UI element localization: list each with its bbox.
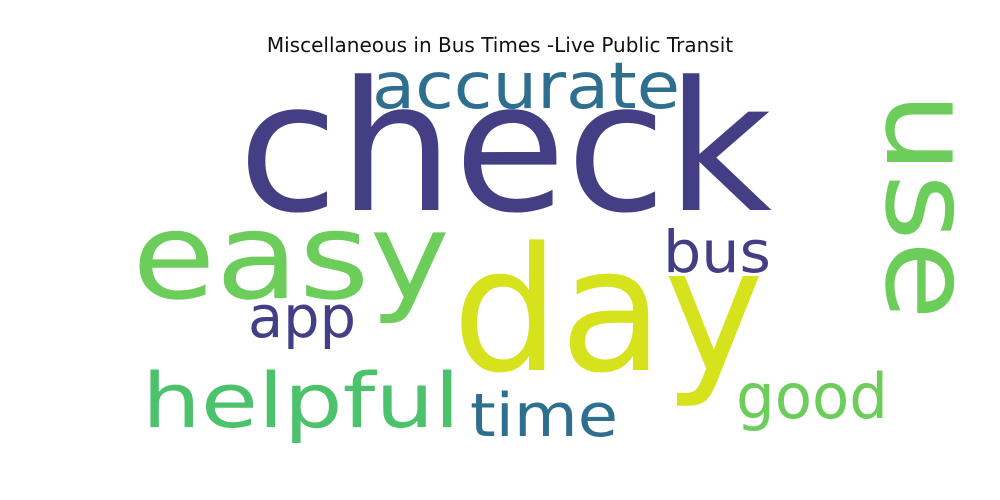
- word-check: check: [238, 44, 772, 253]
- word-easy: easy: [132, 188, 450, 327]
- word-good: good: [736, 360, 888, 433]
- word-app: app: [248, 283, 356, 351]
- word-bus: bus: [663, 218, 771, 286]
- word-helpful: helpful: [142, 356, 460, 445]
- page-title: Miscellaneous in Bus Times -Live Public …: [266, 33, 734, 57]
- word-accurate: accurate: [372, 50, 680, 124]
- word-use: use: [858, 92, 997, 320]
- word-time: time: [470, 381, 618, 451]
- word-day: day: [452, 210, 764, 411]
